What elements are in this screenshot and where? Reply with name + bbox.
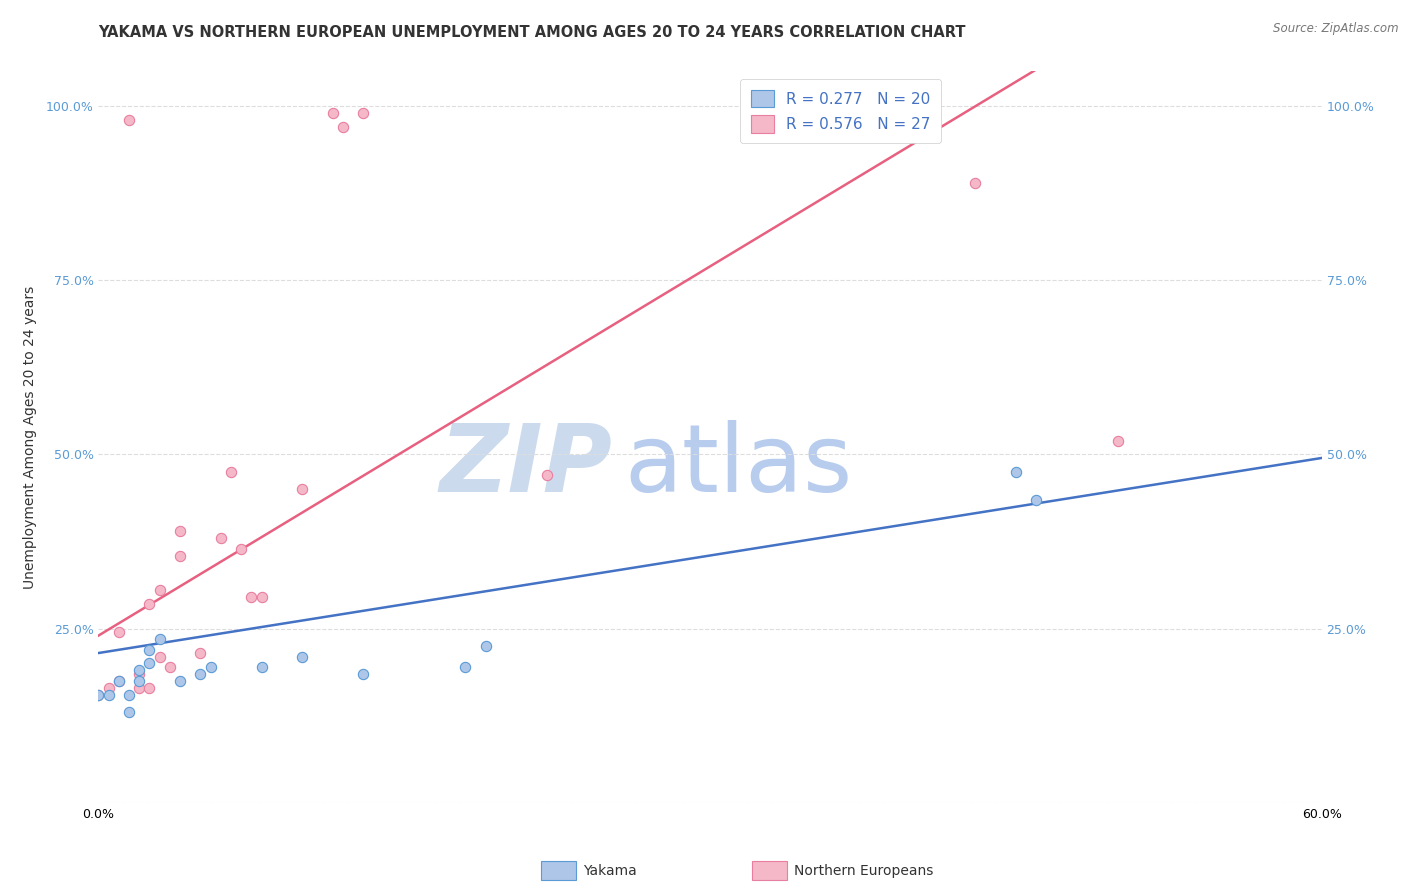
Point [209,531,232,545]
Point [231,541,253,556]
Point [169,549,191,563]
Point [128,667,150,681]
Point [108,625,131,640]
Point [352,106,374,120]
Text: ZIP: ZIP [439,420,612,512]
Point [149,649,172,664]
Point [240,591,263,605]
Point [200,660,222,674]
Point [108,673,131,688]
Point [149,583,172,598]
Point [474,639,498,653]
Point [219,465,242,479]
Point [1025,492,1047,507]
Point [1004,465,1026,479]
Point [128,681,150,695]
Point [87,688,110,702]
Point [97,681,120,695]
Point [332,120,354,134]
Point [118,113,141,128]
Point [138,597,160,611]
Point [138,681,160,695]
Text: YAKAMA VS NORTHERN EUROPEAN UNEMPLOYMENT AMONG AGES 20 TO 24 YEARS CORRELATION C: YAKAMA VS NORTHERN EUROPEAN UNEMPLOYMENT… [98,25,966,40]
Legend: R = 0.277   N = 20, R = 0.576   N = 27: R = 0.277 N = 20, R = 0.576 N = 27 [740,79,941,144]
Text: Northern Europeans: Northern Europeans [794,863,934,878]
Point [250,591,273,605]
Point [454,660,477,674]
Point [965,176,987,190]
Point [108,673,131,688]
Point [291,649,314,664]
Point [322,106,344,120]
Point [128,664,150,678]
Y-axis label: Unemployment Among Ages 20 to 24 years: Unemployment Among Ages 20 to 24 years [24,285,38,589]
Point [188,667,212,681]
Point [169,524,191,538]
Point [97,688,120,702]
Point [1107,434,1129,448]
Point [118,705,141,719]
Point [87,688,110,702]
Point [138,642,160,657]
Point [352,667,374,681]
Point [128,673,150,688]
Point [159,660,181,674]
Point [291,483,314,497]
Text: atlas: atlas [624,420,852,512]
Point [149,632,172,646]
Point [138,657,160,671]
Point [250,660,273,674]
Point [169,673,191,688]
Text: Yakama: Yakama [583,863,637,878]
Text: Source: ZipAtlas.com: Source: ZipAtlas.com [1274,22,1399,36]
Point [188,646,212,660]
Point [536,468,558,483]
Point [118,688,141,702]
